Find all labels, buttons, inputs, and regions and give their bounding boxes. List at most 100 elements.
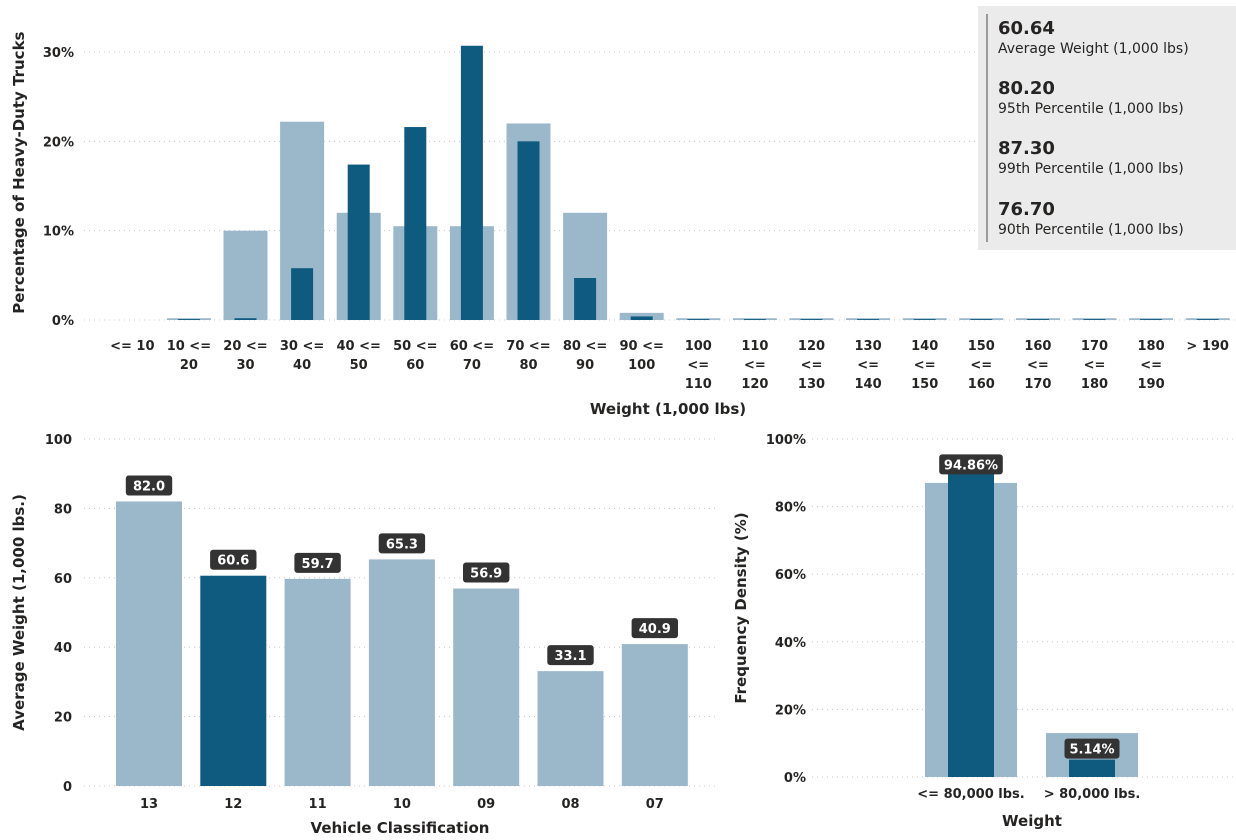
data-label-bg: [1064, 738, 1120, 759]
kpi-value: 76.70: [998, 199, 1055, 220]
y-tick-label: 40%: [775, 636, 806, 651]
kpi-90th-percentile: 76.70 90th Percentile (1,000 lbs): [998, 199, 1184, 239]
bar-selected: [1069, 759, 1115, 777]
bar: [116, 501, 182, 786]
y-tick-label: 20: [54, 711, 72, 726]
kpi-accent-bar: [986, 14, 988, 242]
bar-selected: [291, 268, 314, 320]
x-tick-label: 13: [140, 797, 158, 812]
x-tick-label: 180: [1138, 339, 1165, 354]
y-tick-label: 100: [45, 433, 72, 448]
bar-selected: [1196, 319, 1219, 320]
frequency-density-chart: 0% 20% 40% 60% 80% 100% Frequency Density (%) W…: [732, 433, 1236, 830]
x-tick-label: <=: [1084, 358, 1106, 373]
bar-selected: [234, 318, 257, 320]
data-label-bg: [378, 533, 426, 554]
x-tick-label: 150: [911, 377, 938, 392]
bar-selected: [948, 456, 994, 777]
kpi-99th-percentile: 87.30 99th Percentile (1,000 lbs): [998, 138, 1184, 178]
x-tick-label: 60: [406, 358, 424, 373]
data-label: 65.3: [386, 537, 418, 552]
bar-selected: [687, 319, 710, 320]
x-tick-label: 190: [1138, 377, 1165, 392]
data-label: 60.6: [217, 554, 249, 569]
x-tick-label: > 80,000 lbs.: [1044, 787, 1141, 802]
bar-selected: [630, 316, 653, 320]
bar: [453, 588, 520, 786]
y-tick-label: 20%: [775, 703, 806, 718]
kpi-value: 87.30: [998, 138, 1055, 159]
bar: [368, 559, 435, 786]
x-tick-label: 160: [1024, 339, 1051, 354]
y-tick-label: 0: [63, 780, 72, 795]
kpi-panel: 60.64 Average Weight (1,000 lbs) 80.20 9…: [978, 6, 1236, 250]
data-label-bg: [294, 552, 341, 573]
x-tick-label: 110: [685, 377, 712, 392]
data-label-bg: [463, 562, 510, 583]
y-tick-label: 10%: [43, 225, 74, 240]
x-tick-label: 30: [236, 358, 254, 373]
x-tick-label: 40: [293, 358, 311, 373]
data-label: 5.14%: [1069, 743, 1114, 758]
data-label-bg: [631, 618, 678, 639]
x-tick-label: 08: [561, 797, 579, 812]
x-tick-label: 110: [741, 339, 768, 354]
x-tick-label: 10: [393, 797, 411, 812]
x-tick-label: 12: [224, 797, 242, 812]
x-tick-label: 50 <=: [393, 339, 437, 354]
x-tick-label: 11: [309, 797, 327, 812]
bar: [537, 671, 604, 786]
bar-selected: [743, 319, 766, 320]
data-label-bg: [547, 645, 594, 666]
bar-total: [223, 230, 268, 320]
x-tick-label: <=: [857, 358, 879, 373]
x-tick-label: 20 <=: [223, 339, 267, 354]
x-tick-label: 140: [855, 377, 882, 392]
bar-selected: [1026, 319, 1049, 320]
bar: [621, 644, 688, 786]
x-axis-title: Vehicle Classification: [311, 819, 490, 837]
x-axis-title: Weight (1,000 lbs): [590, 400, 746, 418]
x-tick-label: 07: [646, 797, 664, 812]
data-label: 56.9: [470, 567, 502, 582]
bar-selected: [970, 319, 993, 320]
x-tick-label: 160: [968, 377, 995, 392]
data-label-bg: [210, 549, 257, 570]
kpi-label: 95th Percentile (1,000 lbs): [998, 101, 1184, 117]
bar-selected: [177, 319, 200, 320]
x-tick-label: 60 <=: [450, 339, 494, 354]
x-tick-label: 20: [180, 358, 198, 373]
y-axis-title: Frequency Density (%): [732, 512, 750, 703]
x-tick-label: 180: [1081, 377, 1108, 392]
x-tick-label: 80 <=: [563, 339, 607, 354]
x-tick-label: 130: [798, 377, 825, 392]
kpi-average-weight: 60.64 Average Weight (1,000 lbs): [998, 18, 1189, 58]
x-tick-label: 70 <=: [506, 339, 550, 354]
data-label: 82.0: [133, 479, 165, 494]
bar-selected: [460, 45, 483, 320]
x-tick-label: 140: [911, 339, 938, 354]
bar-selected: [857, 319, 880, 320]
x-tick-label: 100: [685, 339, 712, 354]
data-label: 40.9: [639, 622, 671, 637]
vehicle-class-chart: 0 20 40 60 80 100 Average Weight (1,000 lbs.) V…: [10, 433, 715, 837]
x-tick-label: 150: [968, 339, 995, 354]
bar: [200, 575, 267, 786]
y-tick-label: 0%: [52, 314, 74, 329]
kpi-95th-percentile: 80.20 95th Percentile (1,000 lbs): [998, 78, 1184, 118]
data-label-bg: [125, 475, 173, 496]
bar-selected: [404, 127, 427, 320]
y-tick-label: 60%: [775, 568, 806, 583]
y-tick-label: 100%: [766, 433, 806, 448]
bar-selected: [1083, 319, 1106, 320]
x-tick-label: <=: [1140, 358, 1162, 373]
kpi-value: 80.20: [998, 78, 1055, 99]
x-tick-label: 170: [1081, 339, 1108, 354]
y-tick-label: 40: [54, 641, 72, 656]
bar-selected: [800, 319, 823, 320]
bar-selected: [1140, 319, 1163, 320]
x-tick-label: <=: [914, 358, 936, 373]
data-label: 94.86%: [944, 458, 998, 473]
x-tick-label: 170: [1024, 377, 1051, 392]
